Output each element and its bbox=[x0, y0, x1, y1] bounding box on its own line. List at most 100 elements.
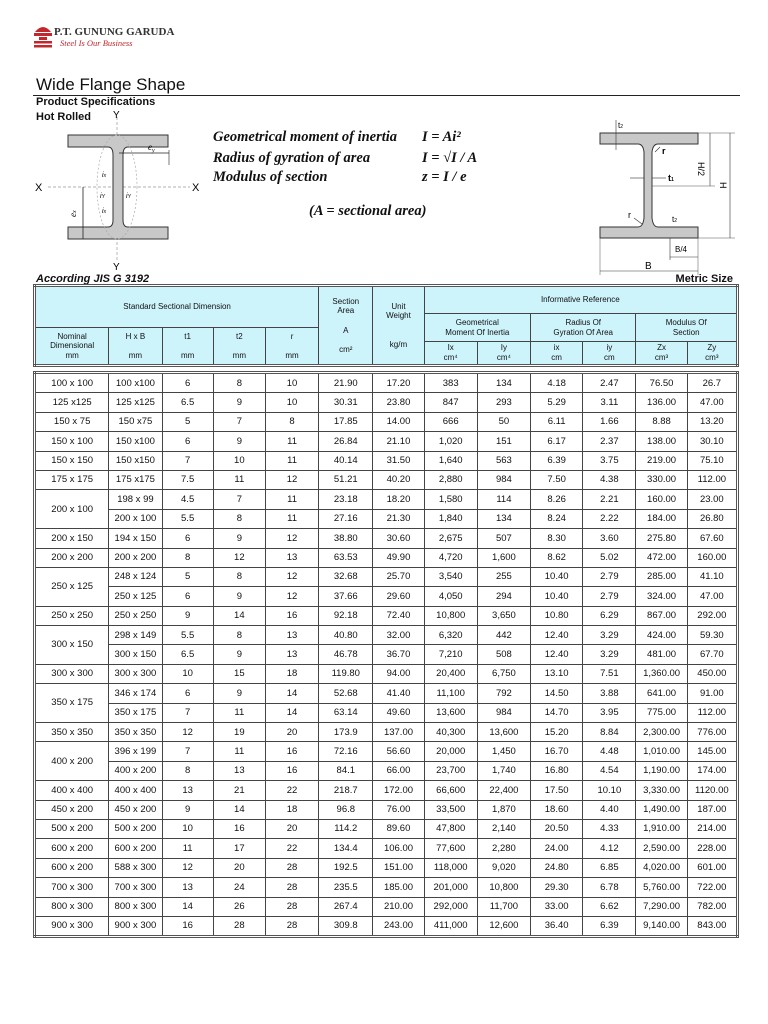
cell-r: 11 bbox=[264, 431, 320, 452]
cell-hxb: 350 x 350 bbox=[108, 722, 163, 743]
cell-unit-weight: 32.00 bbox=[372, 625, 425, 646]
cell-iy-small: 6.62 bbox=[582, 896, 637, 917]
table-row: 800 x 300 800 x 300 14 26 28 267.4 210.00 292,0… bbox=[33, 896, 739, 917]
cell-section-area: 309.8 bbox=[318, 915, 374, 938]
cell-zy: 145.00 bbox=[686, 741, 739, 762]
cell-iy: 984 bbox=[476, 702, 532, 724]
cell-section-area: 96.8 bbox=[318, 799, 374, 820]
svg-text:t2: t2 bbox=[618, 121, 623, 130]
cell-iy: 151 bbox=[476, 431, 532, 452]
svg-text:ix: ix bbox=[102, 172, 107, 179]
cell-nominal: 150 x 75 bbox=[33, 411, 110, 433]
cell-section-area: 37.66 bbox=[318, 586, 374, 607]
cell-section-area: 84.1 bbox=[318, 760, 374, 782]
cell-zy: 23.00 bbox=[686, 489, 739, 510]
cell-section-area: 21.90 bbox=[318, 371, 374, 394]
cell-unit-weight: 49.60 bbox=[372, 702, 425, 724]
cell-iy: 6,750 bbox=[476, 663, 532, 685]
cell-zy: 112.00 bbox=[686, 469, 739, 491]
cell-hxb: 400 x 400 bbox=[108, 780, 163, 801]
label-height: H bbox=[718, 182, 728, 189]
cell-iy-small: 7.51 bbox=[582, 663, 637, 685]
formula-expr-gyration: I = √I / A bbox=[422, 150, 478, 166]
formula-note: (A = sectional area) bbox=[309, 203, 427, 219]
svg-text:t2: t2 bbox=[672, 215, 677, 224]
cell-iy-small: 3.11 bbox=[582, 392, 637, 413]
cell-zy: 174.00 bbox=[686, 760, 739, 782]
cell-ix: 4,050 bbox=[423, 586, 478, 607]
cell-t1: 13 bbox=[161, 780, 214, 801]
table-row: 150 x 75 150 x75 5 7 8 17.85 14.00 666 50 6.11 1.6… bbox=[33, 411, 739, 433]
table-row: 350 x 175 7 11 14 63.14 49.60 13,600 984 14.70 3.… bbox=[35, 702, 739, 724]
cell-ix: 47,800 bbox=[423, 818, 478, 840]
cell-t1: 5.5 bbox=[161, 625, 214, 646]
svg-text:ex: ex bbox=[68, 210, 78, 217]
cell-hxb: 300 x 150 bbox=[108, 644, 163, 665]
cell-ix: 666 bbox=[423, 411, 478, 433]
cell-ix-small: 24.00 bbox=[530, 838, 584, 859]
header-r: r mm bbox=[264, 327, 320, 366]
cell-nominal: 400 x 400 bbox=[33, 780, 110, 801]
cell-hxb: 400 x 200 bbox=[108, 760, 163, 782]
cell-iy-small: 4.54 bbox=[582, 760, 637, 782]
cell-iy-small: 2.47 bbox=[582, 371, 637, 394]
cell-ix-small: 14.50 bbox=[530, 683, 584, 704]
cell-unit-weight: 18.20 bbox=[372, 489, 425, 510]
cell-iy-small: 3.29 bbox=[582, 625, 637, 646]
cell-zx: 2,300.00 bbox=[635, 722, 688, 743]
cell-iy: 2,280 bbox=[476, 838, 532, 859]
cell-zx: 219.00 bbox=[635, 450, 688, 471]
cell-t2: 19 bbox=[212, 722, 266, 743]
cell-section-area: 192.5 bbox=[318, 857, 374, 879]
company-tagline: Steel Is Our Business bbox=[60, 38, 133, 48]
cell-iy-small: 1.66 bbox=[582, 411, 637, 433]
cell-ix: 13,600 bbox=[423, 702, 478, 724]
cell-section-area: 63.14 bbox=[318, 702, 374, 724]
header-ix: Ix cm⁴ bbox=[423, 341, 478, 366]
cell-iy-small: 5.02 bbox=[582, 547, 637, 568]
cell-nominal: 600 x 200 bbox=[33, 838, 110, 859]
table-row: 300 x 150 6.5 9 13 46.78 36.70 7,210 508 12.40 3.… bbox=[35, 644, 739, 665]
cell-zy: 112.00 bbox=[686, 702, 739, 724]
cell-ix-small: 12.40 bbox=[530, 644, 584, 665]
cell-unit-weight: 23.80 bbox=[372, 392, 425, 413]
cell-t2: 7 bbox=[212, 411, 266, 433]
cell-ix: 40,300 bbox=[423, 722, 478, 743]
cell-t2: 15 bbox=[212, 663, 266, 685]
cell-hxb: 150 x75 bbox=[108, 411, 163, 433]
cell-ix: 1,020 bbox=[423, 431, 478, 452]
cell-section-area: 173.9 bbox=[318, 722, 374, 743]
cell-t1: 6 bbox=[161, 683, 214, 704]
cell-unit-weight: 72.40 bbox=[372, 605, 425, 627]
cell-t2: 8 bbox=[212, 508, 266, 530]
cell-unit-weight: 94.00 bbox=[372, 663, 425, 685]
cell-t2: 9 bbox=[212, 431, 266, 452]
label-half-height: H/2 bbox=[696, 162, 706, 176]
cell-hxb: 900 x 300 bbox=[108, 915, 163, 938]
cell-section-area: 40.14 bbox=[318, 450, 374, 471]
cell-section-area: 218.7 bbox=[318, 780, 374, 801]
cell-t1: 5 bbox=[161, 566, 214, 588]
cell-t2: 7 bbox=[212, 489, 266, 510]
cell-unit-weight: 56.60 bbox=[372, 741, 425, 762]
cell-iy: 293 bbox=[476, 392, 532, 413]
cell-t1: 5.5 bbox=[161, 508, 214, 530]
cell-t2: 14 bbox=[212, 605, 266, 627]
cell-t1: 16 bbox=[161, 915, 214, 938]
cell-t1: 14 bbox=[161, 896, 214, 917]
cell-ix-small: 33.00 bbox=[530, 896, 584, 917]
cell-section-area: 23.18 bbox=[318, 489, 374, 510]
formula-label-gyration: Radius of gyration of area bbox=[213, 150, 371, 166]
cell-ix: 11,100 bbox=[423, 683, 478, 704]
cell-zx: 184.00 bbox=[635, 508, 688, 530]
cell-zy: 67.70 bbox=[686, 644, 739, 665]
cell-zy: 843.00 bbox=[686, 915, 739, 938]
cell-r: 18 bbox=[264, 663, 320, 685]
cell-unit-weight: 49.90 bbox=[372, 547, 425, 568]
cell-zy: 47.00 bbox=[686, 392, 739, 413]
cell-section-area: 119.80 bbox=[318, 663, 374, 685]
header-unit-weight: Unit Weight kg/m bbox=[372, 285, 425, 366]
cell-t2: 11 bbox=[212, 469, 266, 491]
header-informative-reference: Informative Reference bbox=[423, 285, 739, 314]
